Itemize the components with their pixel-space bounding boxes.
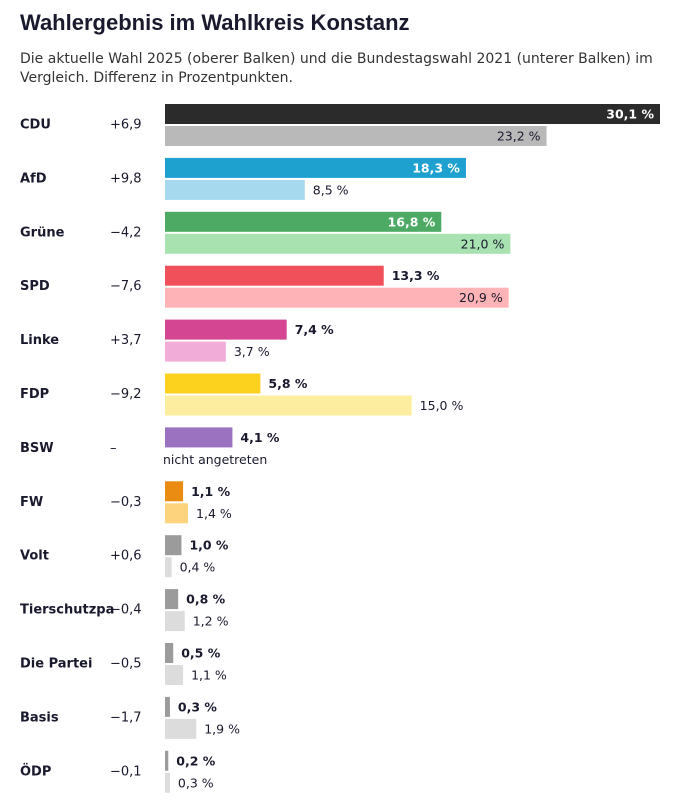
bar bbox=[165, 126, 547, 146]
bar bbox=[165, 665, 184, 685]
value-label: nicht angetreten bbox=[163, 452, 267, 467]
bar bbox=[165, 211, 442, 232]
value-label: 1,0 % bbox=[189, 538, 228, 553]
value-label: 21,0 % bbox=[461, 236, 505, 251]
bar bbox=[165, 696, 170, 717]
bar bbox=[165, 535, 182, 556]
difference-label: −9,2 bbox=[110, 387, 142, 402]
value-label: 3,7 % bbox=[234, 344, 270, 359]
bar bbox=[165, 589, 179, 610]
category-label: Tierschutzpa bbox=[20, 603, 114, 618]
value-label: 23,2 % bbox=[497, 129, 541, 144]
bar bbox=[165, 157, 466, 178]
category-label: ÖDP bbox=[20, 763, 51, 779]
difference-label: −1,7 bbox=[110, 710, 142, 725]
value-label: 1,4 % bbox=[196, 506, 232, 521]
bar bbox=[165, 772, 170, 793]
bar bbox=[165, 750, 169, 771]
value-label: 4,1 % bbox=[240, 430, 279, 445]
difference-label: +9,8 bbox=[110, 171, 142, 186]
category-label: CDU bbox=[20, 118, 51, 133]
bar bbox=[165, 373, 261, 394]
bar bbox=[165, 287, 509, 308]
category-label: AfD bbox=[20, 171, 47, 186]
value-label: 13,3 % bbox=[392, 268, 440, 283]
bar bbox=[165, 503, 189, 524]
bar bbox=[165, 643, 174, 663]
difference-label: −0,3 bbox=[110, 495, 142, 510]
value-label: 1,2 % bbox=[193, 614, 229, 629]
value-label: 16,8 % bbox=[388, 214, 436, 229]
value-label: 7,4 % bbox=[295, 322, 334, 337]
bar bbox=[165, 319, 287, 340]
subtitle: Vergleich. Differenz in Prozentpunkten. bbox=[20, 70, 293, 86]
difference-label: −0,4 bbox=[110, 603, 142, 618]
difference-label: +3,7 bbox=[110, 333, 142, 348]
value-label: 0,8 % bbox=[186, 592, 225, 607]
bar bbox=[165, 104, 660, 124]
difference-label: −7,6 bbox=[110, 279, 142, 294]
value-label: 5,8 % bbox=[268, 376, 307, 391]
value-label: 1,1 % bbox=[191, 484, 230, 499]
category-label: FW bbox=[20, 495, 43, 510]
value-label: 1,9 % bbox=[204, 721, 240, 736]
chart-title: Wahlergebnis im Wahlkreis Konstanz bbox=[20, 10, 410, 35]
value-label: 30,1 % bbox=[606, 107, 654, 122]
bar bbox=[165, 265, 384, 286]
bar bbox=[165, 233, 511, 254]
bar bbox=[165, 395, 412, 416]
category-label: BSW bbox=[20, 441, 54, 456]
category-label: Basis bbox=[20, 710, 59, 725]
bar bbox=[165, 179, 305, 200]
bar bbox=[165, 481, 184, 502]
difference-label: −0,1 bbox=[110, 764, 142, 779]
category-label: FDP bbox=[20, 387, 49, 402]
difference-label: – bbox=[110, 441, 117, 456]
category-label: Volt bbox=[20, 549, 49, 564]
bar bbox=[165, 341, 226, 362]
value-label: 0,4 % bbox=[180, 560, 216, 575]
bar bbox=[165, 611, 185, 632]
bar bbox=[165, 718, 197, 739]
value-label: 0,5 % bbox=[181, 646, 220, 661]
subtitle: Die aktuelle Wahl 2025 (oberer Balken) u… bbox=[20, 51, 653, 67]
value-label: 20,9 % bbox=[459, 290, 503, 305]
difference-label: −4,2 bbox=[110, 225, 142, 240]
value-label: 0,3 % bbox=[178, 699, 217, 714]
difference-label: +0,6 bbox=[110, 549, 142, 564]
difference-label: −0,5 bbox=[110, 657, 142, 672]
value-label: 18,3 % bbox=[412, 160, 460, 175]
category-label: Die Partei bbox=[20, 657, 92, 672]
value-label: 1,1 % bbox=[191, 668, 227, 683]
difference-label: +6,9 bbox=[110, 118, 142, 133]
bar bbox=[165, 427, 233, 448]
value-label: 0,2 % bbox=[176, 753, 215, 768]
category-label: Grüne bbox=[20, 225, 65, 240]
category-label: SPD bbox=[20, 279, 50, 294]
value-label: 15,0 % bbox=[420, 398, 464, 413]
value-label: 8,5 % bbox=[313, 182, 349, 197]
category-label: Linke bbox=[20, 333, 59, 348]
value-label: 0,3 % bbox=[178, 775, 214, 790]
bar bbox=[165, 557, 172, 578]
